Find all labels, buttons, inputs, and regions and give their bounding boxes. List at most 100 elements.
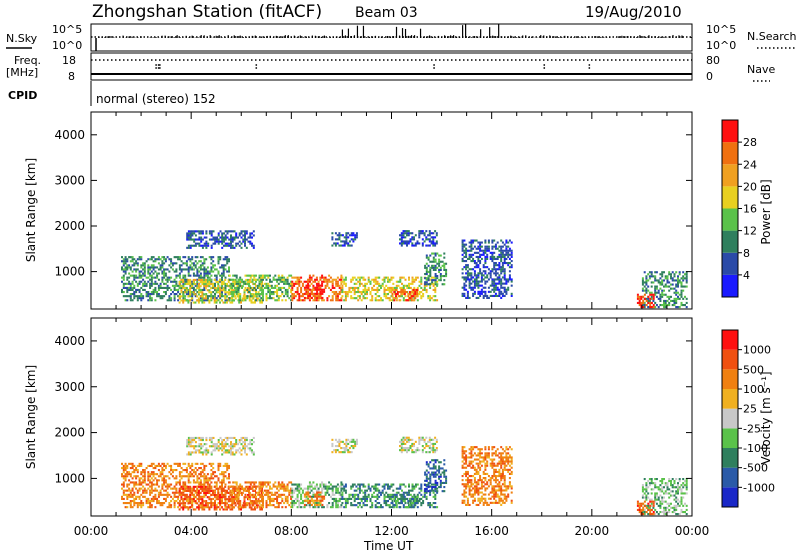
echo-cell: [194, 230, 197, 233]
echo-cell: [477, 257, 480, 260]
echo-cell: [193, 244, 196, 247]
echo-cell: [164, 479, 167, 482]
echo-cell: [191, 506, 194, 509]
echo-cell: [185, 498, 188, 501]
echo-cell: [201, 462, 204, 465]
echo-cell: [661, 275, 664, 278]
echo-cell: [244, 236, 246, 239]
echo-cell: [331, 295, 334, 298]
echo-cell: [420, 487, 423, 490]
echo-cell: [135, 495, 138, 498]
echo-cell: [489, 284, 492, 287]
echo-cell: [465, 268, 468, 271]
echo-cell: [338, 293, 341, 296]
echo-cell: [263, 483, 266, 486]
echo-cell: [189, 278, 192, 281]
echo-cell: [484, 255, 487, 258]
echo-cell: [466, 272, 469, 275]
echo-cell: [415, 276, 417, 279]
echo-cell: [254, 508, 256, 511]
echo-cell: [192, 291, 195, 294]
echo-cell: [475, 280, 478, 283]
echo-cell: [284, 506, 287, 509]
echo-cell: [508, 239, 511, 242]
echo-cell: [493, 294, 496, 297]
echo-cell: [199, 295, 202, 298]
echo-cell: [416, 293, 418, 296]
echo-cell: [491, 245, 494, 248]
echo-cell: [477, 245, 480, 248]
echo-cell: [276, 295, 279, 298]
echo-cell: [128, 295, 131, 298]
echo-cell: [298, 280, 301, 283]
echo-cell: [237, 288, 240, 291]
echo-cell: [249, 487, 252, 490]
echo-cell: [192, 278, 195, 281]
echo-cell: [486, 249, 489, 252]
echo-cell: [381, 506, 384, 509]
echo-cell: [322, 487, 325, 490]
echo-cell: [501, 253, 504, 256]
echo-cell: [406, 232, 408, 235]
echo-cell: [185, 471, 188, 474]
echo-cell: [663, 299, 665, 302]
echo-cell: [470, 245, 473, 248]
echo-cell: [670, 299, 672, 302]
echo-cell: [350, 278, 353, 281]
echo-cell: [210, 473, 213, 476]
echo-cell: [272, 493, 275, 496]
echo-cell: [680, 277, 683, 280]
echo-cell: [331, 286, 334, 289]
echo-cell: [237, 489, 240, 492]
echo-cell: [434, 299, 437, 302]
echo-cell: [131, 506, 134, 509]
echo-cell: [217, 506, 220, 509]
echo-cell: [677, 285, 679, 288]
echo-cell: [203, 286, 206, 289]
echo-cell: [124, 489, 127, 492]
echo-cell: [341, 487, 344, 490]
echo-cell: [214, 471, 216, 474]
echo-cell: [277, 483, 280, 486]
echo-cell: [189, 234, 192, 237]
echo-cell: [133, 295, 136, 298]
echo-cell: [650, 285, 653, 288]
echo-cell: [198, 495, 201, 498]
echo-cell: [224, 493, 227, 496]
echo-cell: [388, 291, 391, 294]
echo-cell: [147, 506, 150, 509]
echo-cell: [136, 276, 139, 279]
echo-cell: [122, 286, 125, 289]
echo-cell: [219, 500, 221, 503]
echo-cell: [357, 493, 360, 496]
echo-cell: [142, 469, 145, 472]
echo-cell: [374, 504, 377, 507]
echo-cell: [203, 491, 206, 494]
echo-cell: [425, 270, 428, 273]
echo-cell: [507, 278, 510, 281]
echo-cell: [331, 491, 334, 494]
echo-cell: [163, 462, 166, 465]
echo-cell: [283, 487, 286, 490]
echo-cell: [219, 280, 222, 283]
echo-cell: [374, 506, 377, 509]
echo-cell: [331, 280, 334, 283]
echo-cell: [439, 260, 442, 263]
echo-cell: [166, 475, 169, 478]
echo-cell: [249, 280, 252, 283]
echo-cell: [401, 295, 403, 298]
echo-cell: [251, 500, 254, 503]
echo-cell: [357, 276, 360, 279]
echo-cell: [463, 251, 466, 254]
echo-cell: [124, 256, 127, 259]
echo-cell: [140, 502, 143, 505]
echo-cell: [255, 506, 257, 509]
echo-cell: [196, 494, 199, 497]
echo-cell: [198, 288, 201, 291]
echo-cell: [652, 293, 655, 296]
echo-cell: [305, 291, 308, 294]
echo-cell: [191, 234, 194, 237]
echo-cell: [121, 268, 123, 271]
echo-cell: [131, 258, 134, 261]
echo-cell: [300, 299, 303, 302]
